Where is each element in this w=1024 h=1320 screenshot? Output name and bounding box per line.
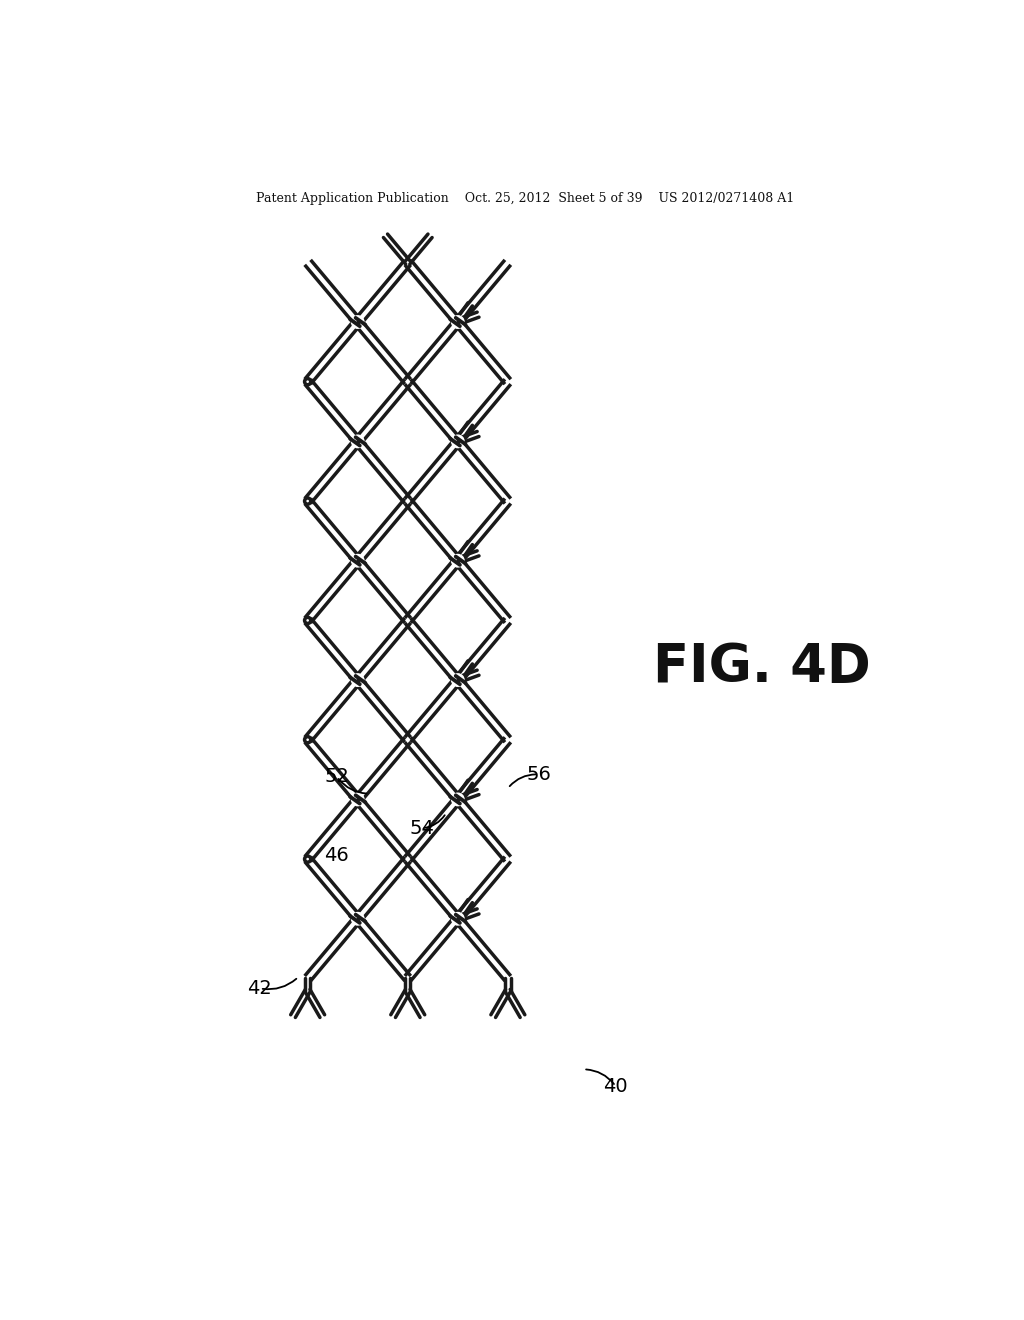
Circle shape [351,912,364,925]
Circle shape [351,793,364,805]
Text: FIG. 4D: FIG. 4D [653,640,870,693]
Circle shape [351,554,364,568]
Text: 42: 42 [248,979,272,998]
Text: 40: 40 [603,1077,628,1096]
Circle shape [452,793,464,805]
Circle shape [452,554,464,568]
Text: 52: 52 [325,767,349,787]
Text: Patent Application Publication    Oct. 25, 2012  Sheet 5 of 39    US 2012/027140: Patent Application Publication Oct. 25, … [256,191,794,205]
Circle shape [351,315,364,329]
Circle shape [351,673,364,686]
Circle shape [452,912,464,925]
Circle shape [304,857,310,862]
Circle shape [304,618,310,623]
Circle shape [304,379,310,385]
Text: 54: 54 [410,818,434,838]
Circle shape [351,436,364,447]
Circle shape [452,315,464,329]
Circle shape [304,498,310,504]
Circle shape [452,673,464,686]
Text: 46: 46 [325,846,349,865]
Circle shape [304,737,310,743]
Text: 56: 56 [526,764,551,784]
Circle shape [452,436,464,447]
